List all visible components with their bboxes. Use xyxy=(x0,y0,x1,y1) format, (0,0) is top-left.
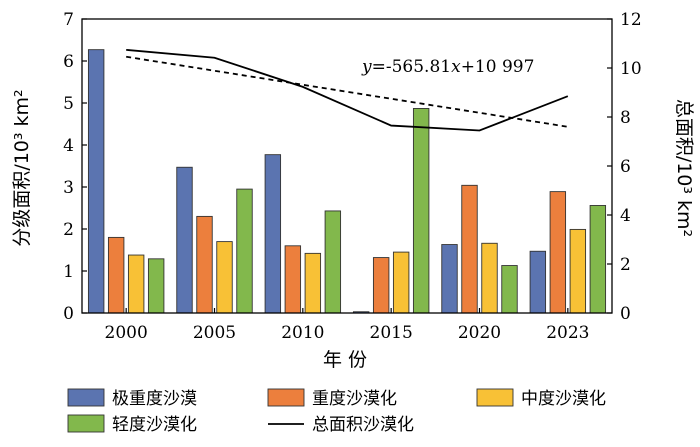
bar-3-2015 xyxy=(392,251,410,314)
y-left-tick-label: 7 xyxy=(63,10,74,30)
bar-1-2023 xyxy=(529,250,547,314)
bar-3-2020 xyxy=(481,242,498,314)
x-tick-label-2005: 2005 xyxy=(193,323,236,343)
y-left-tick-label: 6 xyxy=(63,52,74,72)
y-right-tick-label: 10 xyxy=(620,59,642,79)
y-left-tick-label: 2 xyxy=(63,220,74,240)
bar-3-2005 xyxy=(216,241,233,314)
bar-2-2023 xyxy=(549,191,567,314)
bar-3-2000 xyxy=(127,254,145,314)
legend-label: 极重度沙漠 xyxy=(112,389,197,409)
bar-2-2010 xyxy=(284,245,302,314)
bar-1-2000 xyxy=(87,49,105,314)
legend-swatch xyxy=(476,388,514,407)
x-tick-label-2015: 2015 xyxy=(370,323,413,343)
line-layer xyxy=(126,48,569,132)
legend-swatch xyxy=(267,388,305,407)
bar-3-2010 xyxy=(304,252,322,314)
y-axis-right-label: 总面积/10³ km² xyxy=(673,99,695,237)
legend-swatch xyxy=(67,414,105,433)
bar-4-2015 xyxy=(412,108,430,314)
bar-2-2005 xyxy=(196,215,213,314)
trend-line xyxy=(126,55,568,128)
y-right-tick-label: 0 xyxy=(620,304,631,324)
y-right-tick-label: 8 xyxy=(620,108,631,128)
bar-2-2000 xyxy=(107,236,125,314)
bar-1-2010 xyxy=(264,154,282,314)
y-left-tick-label: 0 xyxy=(63,304,74,324)
x-tick-label-2020: 2020 xyxy=(458,323,501,343)
x-tick-label-2023: 2023 xyxy=(546,323,589,343)
legend-label: 总面积沙漠化 xyxy=(312,415,414,435)
legend-label: 中度沙漠化 xyxy=(521,389,606,409)
y-axis-left-label: 分级面积/10³ km² xyxy=(11,89,33,246)
bar-4-2020 xyxy=(501,265,518,314)
y-left-tick-label: 1 xyxy=(63,262,74,282)
legend-label: 轻度沙漠化 xyxy=(112,415,197,435)
y-right-tick-label: 6 xyxy=(620,157,631,177)
bar-4-2005 xyxy=(236,188,253,314)
bar-1-2020 xyxy=(441,244,458,314)
bar-4-2000 xyxy=(147,258,165,314)
y-left-tick-label: 5 xyxy=(63,94,74,114)
x-axis-label: 年 份 xyxy=(323,349,367,371)
x-tick-label-2010: 2010 xyxy=(281,323,324,343)
bar-1-2005 xyxy=(176,166,193,314)
y-left-tick-label: 3 xyxy=(63,178,74,198)
legend-swatch xyxy=(67,388,105,407)
bar-4-2010 xyxy=(324,210,342,314)
legend-label: 重度沙漠化 xyxy=(312,389,397,409)
bar-3-2023 xyxy=(569,228,587,314)
bars-layer xyxy=(87,49,607,314)
y-right-tick-label: 4 xyxy=(620,206,631,226)
bar-2-2020 xyxy=(461,184,478,314)
trendline-equation: y=-565.81x+10 997 xyxy=(361,57,534,77)
bar-4-2023 xyxy=(589,205,607,314)
bar-2-2015 xyxy=(372,257,390,314)
y-right-tick-label: 2 xyxy=(620,255,631,275)
y-right-tick-label: 12 xyxy=(620,10,642,30)
total-area-line xyxy=(126,48,569,132)
y-left-tick-label: 4 xyxy=(63,136,74,156)
x-tick-label-2000: 2000 xyxy=(105,323,148,343)
